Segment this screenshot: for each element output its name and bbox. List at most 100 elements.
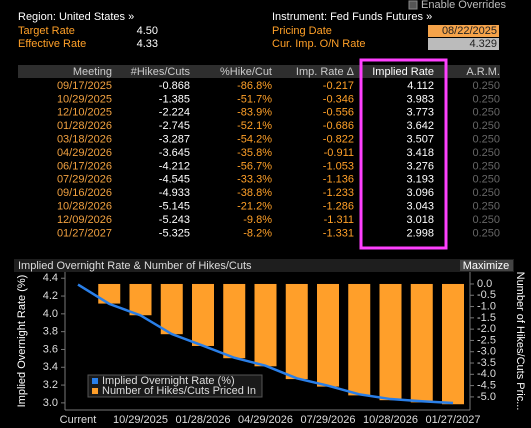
y2-tick-label: -3.0 — [477, 346, 496, 358]
table-cell: 0.250 — [472, 120, 500, 132]
rate-value: 4.329 — [469, 38, 497, 50]
table-cell: 3.642 — [406, 120, 434, 132]
table-cell: -51.7% — [237, 93, 272, 105]
table-cell: 09/16/2026 — [57, 187, 112, 199]
bar — [192, 283, 214, 346]
rate-box — [428, 38, 499, 50]
bar — [410, 283, 433, 403]
column-header: %Hike/Cut — [220, 66, 272, 78]
y2-tick-label: -3.5 — [477, 357, 496, 369]
column-header: #Hikes/Cuts — [131, 66, 191, 78]
table-cell: 3.276 — [406, 160, 434, 172]
legend-label: Implied Overnight Rate (%) — [102, 375, 235, 387]
table-cell: -35.8% — [237, 147, 272, 159]
legend-swatch — [92, 388, 98, 394]
table-cell: -3.645 — [159, 147, 190, 159]
table-cell: -86.8% — [237, 80, 272, 92]
table-cell: 12/09/2026 — [57, 214, 112, 226]
y2-tick-label: -2.5 — [477, 334, 496, 346]
table-cell: -0.686 — [323, 120, 354, 132]
table-cell: -4.212 — [159, 160, 190, 172]
table-cell: 0.250 — [472, 134, 500, 146]
table-cell: -0.868 — [159, 80, 190, 92]
table-cell: -38.8% — [237, 187, 272, 199]
date-value[interactable]: 08/22/2025 — [442, 25, 497, 37]
table-cell: -1.286 — [323, 201, 354, 213]
table-cell: 3.507 — [406, 134, 434, 146]
y-tick-label: 4.2 — [43, 290, 58, 302]
table-cell: 10/28/2026 — [57, 201, 112, 213]
table-cell: -54.2% — [237, 134, 272, 146]
y2-tick-label: -4.0 — [477, 368, 496, 380]
maximize-button[interactable] — [460, 260, 513, 271]
table-cell: -4.933 — [159, 187, 190, 199]
column-header: A.R.M. — [466, 66, 500, 78]
table-cell: -52.1% — [237, 120, 272, 132]
table-cell: -33.3% — [237, 174, 272, 186]
x-tick-label: 01/27/2027 — [425, 414, 480, 426]
table-cell: 0.250 — [472, 227, 500, 239]
label: Cur. Imp. O/N Rate — [272, 38, 366, 50]
y-tick-label: 3.0 — [43, 397, 58, 409]
table-cell: -1.331 — [323, 227, 354, 239]
table-cell: 3.773 — [406, 107, 434, 119]
table-cell: 09/17/2025 — [57, 80, 112, 92]
chart-titlebar — [14, 259, 514, 272]
column-header: Implied Rate — [372, 66, 434, 78]
table-cell: -1.053 — [323, 160, 354, 172]
table-cell: -1.311 — [324, 214, 354, 226]
table-cell: 06/17/2026 — [57, 160, 112, 172]
y2-tick-label: -1.5 — [477, 312, 496, 324]
y2-tick-label: -0.5 — [477, 289, 496, 301]
instrument[interactable]: Instrument: Fed Funds Futures » — [272, 11, 432, 23]
checkbox[interactable] — [408, 0, 418, 10]
table-header — [18, 65, 500, 78]
x-tick-label: 10/29/2025 — [113, 414, 168, 426]
table-cell: 01/27/2027 — [57, 227, 112, 239]
y-tick-label: 3.2 — [43, 379, 58, 391]
line — [77, 283, 454, 405]
table-cell: 3.418 — [406, 147, 434, 159]
table-cell: -5.243 — [159, 214, 190, 226]
y2-tick-label: -1.0 — [477, 300, 496, 312]
table-cell: -0.346 — [323, 93, 354, 105]
y2-tick-label: -5.0 — [477, 391, 496, 403]
bar — [223, 283, 246, 359]
date-input[interactable] — [428, 25, 499, 37]
region[interactable]: Region: United States » — [18, 11, 134, 23]
column-header: Imp. Rate Δ — [296, 66, 355, 78]
highlight-box — [359, 58, 448, 250]
table-cell: 4.112 — [407, 80, 434, 92]
table-cell: 3.193 — [406, 174, 434, 186]
y-tick-label: 3.8 — [43, 326, 58, 338]
table-cell: 0.250 — [472, 187, 500, 199]
table-cell: 07/29/2026 — [57, 174, 112, 186]
table-cell: -0.556 — [323, 107, 354, 119]
maximize-label[interactable]: Maximize — [463, 260, 509, 272]
table-cell: -4.545 — [159, 174, 190, 186]
table-cell: 0.250 — [472, 93, 500, 105]
y-tick-label: 3.6 — [43, 343, 58, 355]
x-tick-label: 04/29/2026 — [238, 414, 293, 426]
checkbox-label[interactable]: Enable Overrides — [421, 0, 506, 11]
bar — [442, 283, 464, 405]
x-tick-label: 07/29/2026 — [300, 414, 355, 426]
y2-tick-label: -4.5 — [477, 380, 496, 392]
y2-tick-label: -2.0 — [477, 323, 496, 335]
table-cell: 3.043 — [406, 201, 434, 213]
legend-swatch — [92, 378, 98, 384]
y2-tick-label: 0.0 — [477, 278, 492, 290]
x-tick-label: Current — [60, 414, 97, 426]
bar — [348, 283, 371, 396]
bar — [285, 283, 308, 380]
table-cell: 0.250 — [472, 174, 500, 186]
bar — [317, 283, 339, 387]
bar — [160, 283, 183, 335]
y-tick-label: 3.4 — [43, 361, 58, 373]
x-tick-label: 01/28/2026 — [175, 414, 230, 426]
table-cell: -83.9% — [237, 107, 272, 119]
bar — [98, 283, 121, 304]
table-cell: -0.217 — [323, 80, 354, 92]
table-cell: 0.250 — [472, 201, 500, 213]
